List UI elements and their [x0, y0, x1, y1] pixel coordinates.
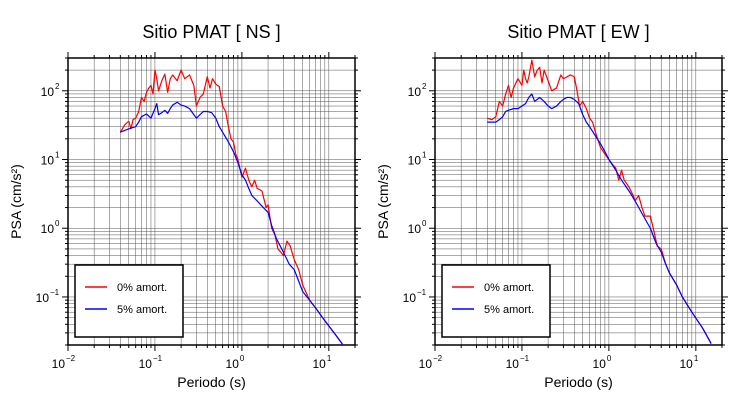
- y-axis-label: PSA (cm/s²): [375, 164, 391, 239]
- series-line-damping-5: [487, 93, 712, 344]
- y-tick-exp: 2: [422, 82, 427, 91]
- legend: 0% amort. 5% amort.: [74, 264, 184, 338]
- x-tick-label: 10 −2: [52, 354, 76, 371]
- x-tick-base: 10: [139, 357, 153, 371]
- x-tick-base: 10: [679, 357, 693, 371]
- legend: 0% amort. 5% amort.: [441, 264, 551, 338]
- x-tick-base: 10: [226, 357, 240, 371]
- legend-box: [74, 264, 184, 338]
- y-tick-label: 10 −1: [403, 288, 427, 305]
- y-tick-base: 10: [408, 222, 422, 236]
- y-tick-exp: 0: [55, 219, 60, 228]
- x-tick-label: 10 −1: [506, 354, 530, 371]
- x-axis-label: Periodo (s): [544, 374, 612, 390]
- chart-panel-ew: Sitio PMAT [ EW ]10 −2 10 −1 10 0 10 110 −110 010…: [375, 22, 728, 390]
- y-tick-label: 10 2: [408, 82, 427, 99]
- y-tick-base: 10: [41, 222, 55, 236]
- y-tick-label: 10 2: [41, 82, 60, 99]
- x-tick-exp: −2: [433, 354, 443, 363]
- x-tick-base: 10: [52, 357, 66, 371]
- plot-frame: [434, 57, 723, 346]
- x-tick-exp: 0: [607, 354, 612, 363]
- y-axis-label: PSA (cm/s²): [8, 164, 24, 239]
- x-tick-label: 10 0: [226, 354, 245, 371]
- x-tick-exp: 1: [694, 354, 699, 363]
- legend-label: 5% amort.: [117, 304, 167, 316]
- chart-panel-ns: Sitio PMAT [ NS ]10 −2 10 −1 10 0 10 110 −110 010…: [8, 22, 361, 390]
- y-tick-exp: −1: [417, 288, 427, 297]
- y-tick-exp: 2: [55, 82, 60, 91]
- x-tick-label: 10 −1: [139, 354, 163, 371]
- x-axis-label: Periodo (s): [177, 374, 245, 390]
- y-tick-label: 10 0: [408, 219, 427, 236]
- legend-label: 0% amort.: [117, 282, 167, 294]
- axis-ticks: [429, 52, 728, 351]
- y-tick-base: 10: [41, 154, 55, 168]
- y-tick-exp: 1: [55, 151, 60, 160]
- y-tick-exp: 1: [422, 151, 427, 160]
- x-tick-exp: 0: [240, 354, 245, 363]
- x-tick-base: 10: [312, 357, 326, 371]
- x-tick-label: 10 −2: [419, 354, 443, 371]
- y-tick-exp: −1: [50, 288, 60, 297]
- series-line-damping-0: [119, 69, 344, 345]
- x-tick-exp: −1: [153, 354, 163, 363]
- axis-ticks: [62, 52, 361, 351]
- y-tick-base: 10: [403, 291, 417, 305]
- y-tick-base: 10: [41, 85, 55, 99]
- legend-label: 0% amort.: [484, 282, 534, 294]
- y-tick-label: 10 1: [41, 151, 60, 168]
- x-tick-exp: −1: [520, 354, 530, 363]
- series-line-damping-0: [487, 59, 712, 344]
- y-tick-base: 10: [408, 85, 422, 99]
- legend-label: 5% amort.: [484, 304, 534, 316]
- y-tick-label: 10 0: [41, 219, 60, 236]
- y-tick-label: 10 −1: [36, 288, 60, 305]
- x-tick-label: 10 0: [593, 354, 612, 371]
- chart-title: Sitio PMAT [ EW ]: [507, 22, 649, 42]
- y-tick-label: 10 1: [408, 151, 427, 168]
- x-tick-exp: 1: [327, 354, 332, 363]
- chart-title: Sitio PMAT [ NS ]: [142, 22, 280, 42]
- x-tick-base: 10: [506, 357, 520, 371]
- legend-box: [441, 264, 551, 338]
- y-tick-base: 10: [36, 291, 50, 305]
- plot-frame: [67, 57, 356, 346]
- x-tick-label: 10 1: [312, 354, 331, 371]
- x-tick-base: 10: [419, 357, 433, 371]
- y-tick-exp: 0: [422, 219, 427, 228]
- x-tick-exp: −2: [66, 354, 76, 363]
- y-tick-base: 10: [408, 154, 422, 168]
- series-line-damping-5: [120, 101, 344, 345]
- x-tick-base: 10: [593, 357, 607, 371]
- x-tick-label: 10 1: [679, 354, 698, 371]
